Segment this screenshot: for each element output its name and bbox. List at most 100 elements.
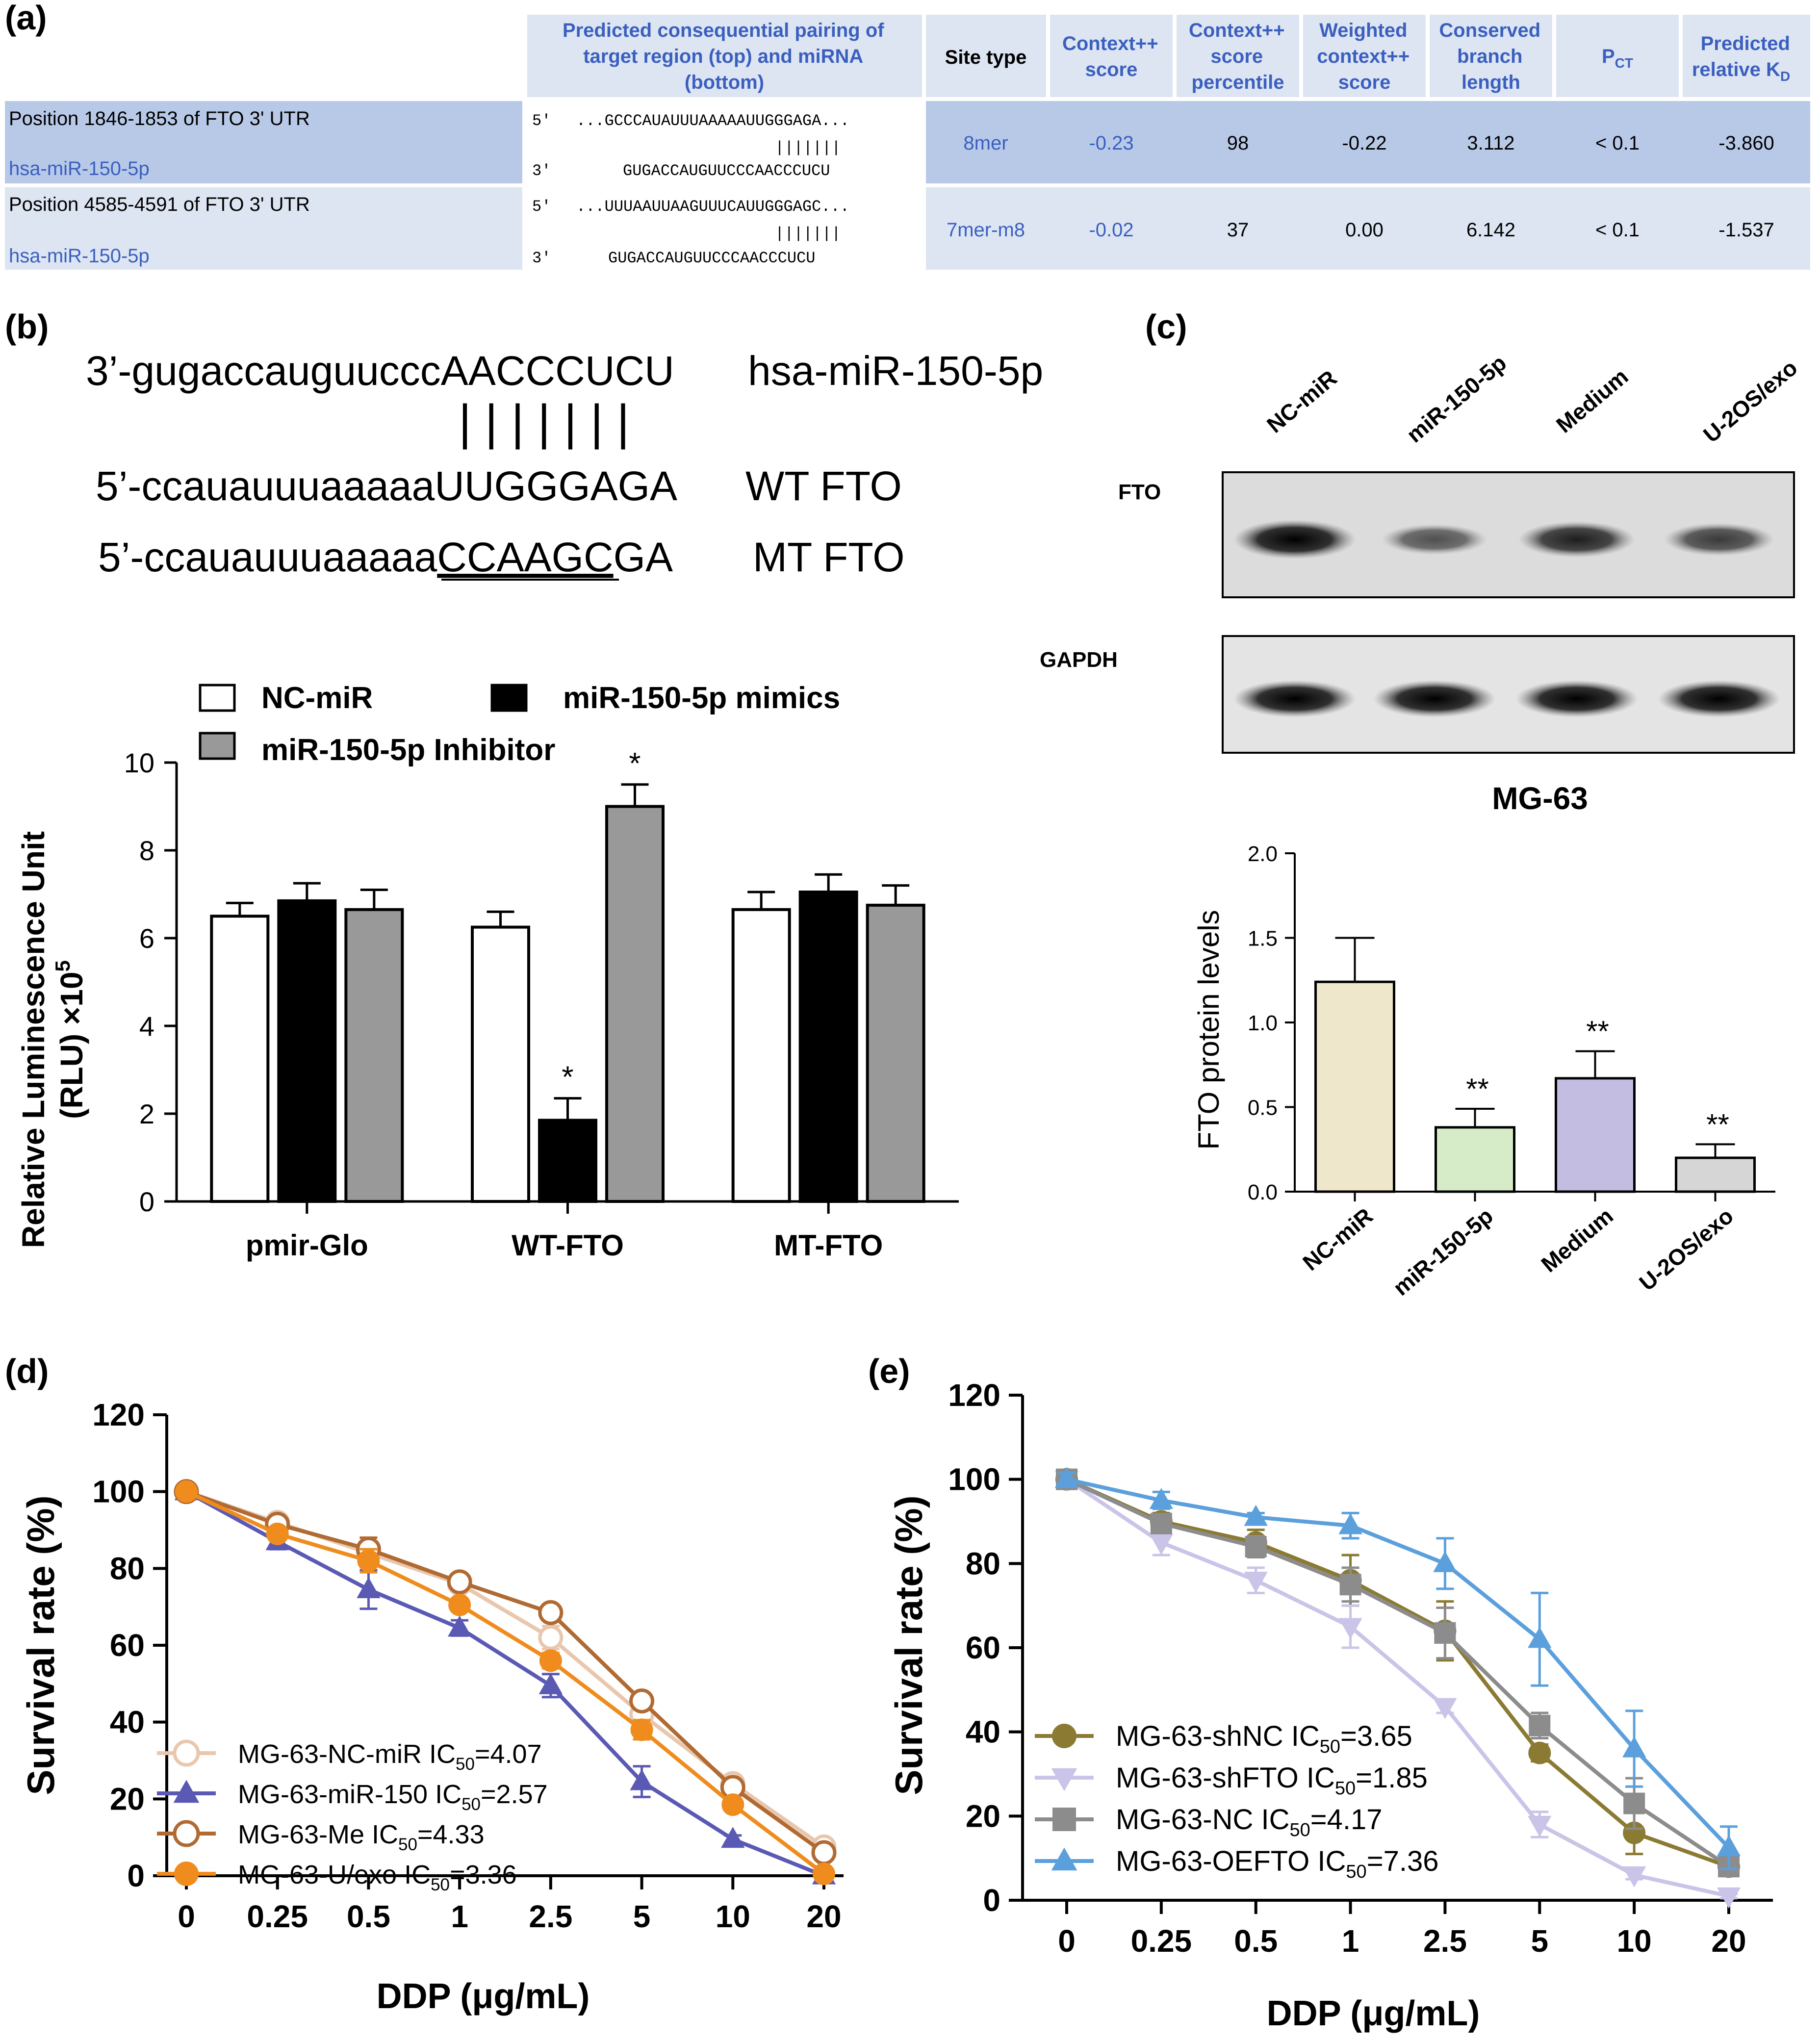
data-point bbox=[1622, 1736, 1646, 1758]
svg-text:-3.860: -3.860 bbox=[1718, 132, 1774, 154]
wt-sequence-line: 5’-ccauauuuaaaaaUUGGGAGA bbox=[96, 463, 677, 509]
svg-text:3.112: 3.112 bbox=[1467, 132, 1514, 154]
data-point bbox=[1433, 1551, 1457, 1572]
y-tick-label: 120 bbox=[948, 1378, 1000, 1413]
data-point bbox=[1434, 1622, 1456, 1644]
data-point bbox=[174, 1862, 199, 1886]
blot-band-fto bbox=[1518, 521, 1635, 558]
y-tick-label: 6 bbox=[139, 923, 154, 954]
svg-text:< 0.1: < 0.1 bbox=[1595, 132, 1640, 154]
chart-d-survival: Survival rate (%) DDP (μg/mL) 0 20 40 60 80 1… bbox=[19, 1397, 844, 2016]
bar bbox=[277, 899, 337, 1203]
data-point bbox=[1339, 1574, 1361, 1596]
header-cell-pct bbox=[1556, 15, 1679, 97]
y-tick-label: 8 bbox=[139, 835, 154, 866]
data-point bbox=[1149, 1533, 1174, 1555]
row-position: Position 1846-1853 of FTO 3' UTR bbox=[9, 108, 310, 129]
series-line bbox=[1066, 1478, 1730, 1869]
western-blot: NC-miR miR-150-5p Medium U-2OS/exo FTO G… bbox=[1040, 350, 1802, 754]
header-context-percentile: Context++ score percentile bbox=[1189, 20, 1287, 93]
x-tick-label: 2.5 bbox=[529, 1899, 572, 1934]
x-tick-label: 2.5 bbox=[1423, 1923, 1467, 1959]
mirna-sequence: GUGACCAUGUUCCCAACCCUCU bbox=[608, 249, 815, 267]
header-cell-percentile bbox=[1177, 15, 1299, 97]
y-tick-label: 60 bbox=[110, 1628, 145, 1663]
mirna-name: hsa-miR-150-5p bbox=[748, 348, 1043, 394]
y-axis-title-unit: (RLU) ×105 bbox=[51, 960, 89, 1119]
data-point bbox=[1052, 1808, 1076, 1831]
mt-sequence-line: 5’-ccauauuuaaaaaCCAAGCGA bbox=[98, 534, 673, 580]
header-site-type: Site type bbox=[945, 47, 1027, 68]
significance-star: ** bbox=[1706, 1108, 1729, 1141]
svg-text:5': 5' bbox=[532, 112, 551, 130]
mirna-sequence: GUGACCAUGUUCCCAACCCUCU bbox=[623, 162, 830, 180]
data-point bbox=[1150, 1512, 1172, 1534]
table-row: Position 4585-4591 of FTO 3' UTR hsa-miR… bbox=[5, 187, 1810, 270]
blot-bands bbox=[1233, 520, 1780, 717]
significance-star: * bbox=[629, 747, 641, 781]
x-tick-label: MT-FTO bbox=[774, 1229, 883, 1262]
data-point bbox=[1622, 1866, 1646, 1888]
data-point bbox=[447, 1569, 472, 1595]
data-point bbox=[448, 1593, 471, 1616]
bar bbox=[538, 1119, 597, 1203]
x-tick-label: 5 bbox=[633, 1899, 651, 1934]
y-tick-label: 40 bbox=[110, 1705, 145, 1740]
chart-e-axes: 0 20 40 60 80 100 120 0 0.25 0.5 1 2.5 5 10 20 bbox=[948, 1378, 1773, 1959]
mirna-sequence-line: 3’-gugaccauguucccAACCCUCU bbox=[86, 348, 674, 394]
legend-swatch-inhibitor bbox=[199, 732, 236, 760]
panel-label-c: (c) bbox=[1145, 307, 1187, 346]
header-pairing: Predicted consequential pairing of targe… bbox=[563, 20, 886, 93]
data-point bbox=[721, 1793, 744, 1816]
pairing-bars: ||||||| bbox=[775, 225, 841, 243]
data-point bbox=[1052, 1724, 1077, 1748]
x-tick-label: WT-FTO bbox=[512, 1229, 624, 1262]
chart-e-survival: Survival rate (%) DDP (μg/mL) 0 20 40 60 80 1… bbox=[887, 1378, 1773, 2033]
blot-band-fto bbox=[1382, 524, 1487, 555]
x-tick-label: 20 bbox=[806, 1899, 841, 1934]
y-tick-label: 120 bbox=[92, 1397, 145, 1432]
data-point bbox=[173, 1820, 200, 1847]
y-tick-label: 4 bbox=[139, 1011, 154, 1042]
legend-label-inhibitor: miR-150-5p Inhibitor bbox=[261, 733, 555, 767]
panel-label-d: (d) bbox=[5, 1352, 49, 1390]
x-tick-label: 0 bbox=[178, 1899, 195, 1934]
y-tick-label: 80 bbox=[110, 1551, 145, 1586]
row-mirna: hsa-miR-150-5p bbox=[9, 158, 150, 179]
header-cell-kd bbox=[1683, 15, 1810, 97]
series-line bbox=[1066, 1477, 1730, 1849]
bar bbox=[731, 908, 791, 1203]
svg-text:98: 98 bbox=[1227, 132, 1249, 154]
header-cell-pairing bbox=[527, 15, 922, 97]
header-weighted: Weighted context++ score bbox=[1317, 20, 1411, 93]
data-point bbox=[173, 1780, 200, 1803]
chart-b-luciferase: NC-miR miR-150-5p mimics miR-150-5p Inhi… bbox=[16, 681, 959, 1262]
pairing-bars: | | | | | | | bbox=[459, 395, 630, 450]
data-point bbox=[1528, 1741, 1551, 1764]
legend-label: MG-63-U/exo IC50=3.36 bbox=[238, 1860, 517, 1894]
significance-star: ** bbox=[1466, 1072, 1489, 1105]
x-tick-label: Medium bbox=[1536, 1203, 1618, 1277]
svg-text:7mer-m8: 7mer-m8 bbox=[947, 219, 1025, 241]
series-line bbox=[185, 1489, 825, 1855]
data-point bbox=[357, 1577, 381, 1599]
bar bbox=[1435, 1126, 1515, 1193]
series-line bbox=[185, 1490, 825, 1878]
x-tick-label: 10 bbox=[1617, 1923, 1652, 1959]
data-point bbox=[630, 1769, 654, 1790]
legend-label: MG-63-NC-miR IC50=4.07 bbox=[238, 1739, 542, 1774]
data-point bbox=[538, 1673, 563, 1694]
mt-label: MT FTO bbox=[753, 534, 905, 580]
panel-label-a: (a) bbox=[5, 0, 47, 37]
data-point bbox=[539, 1649, 562, 1672]
header-pct: PCT bbox=[1602, 46, 1633, 71]
series-line bbox=[185, 1490, 825, 1876]
chart-c-bars: ** ** ** bbox=[1314, 937, 1756, 1193]
data-point bbox=[630, 1718, 653, 1741]
y-axis-title: Survival rate (%) bbox=[887, 1495, 930, 1795]
chart-d-axes: 0 20 40 60 80 100 120 0 0.25 0.5 1 2.5 5 10 20 bbox=[92, 1397, 844, 1934]
blot-lane-label: miR-150-5p bbox=[1402, 350, 1511, 447]
data-point bbox=[357, 1549, 380, 1572]
blot-band-gapdh bbox=[1515, 680, 1638, 717]
